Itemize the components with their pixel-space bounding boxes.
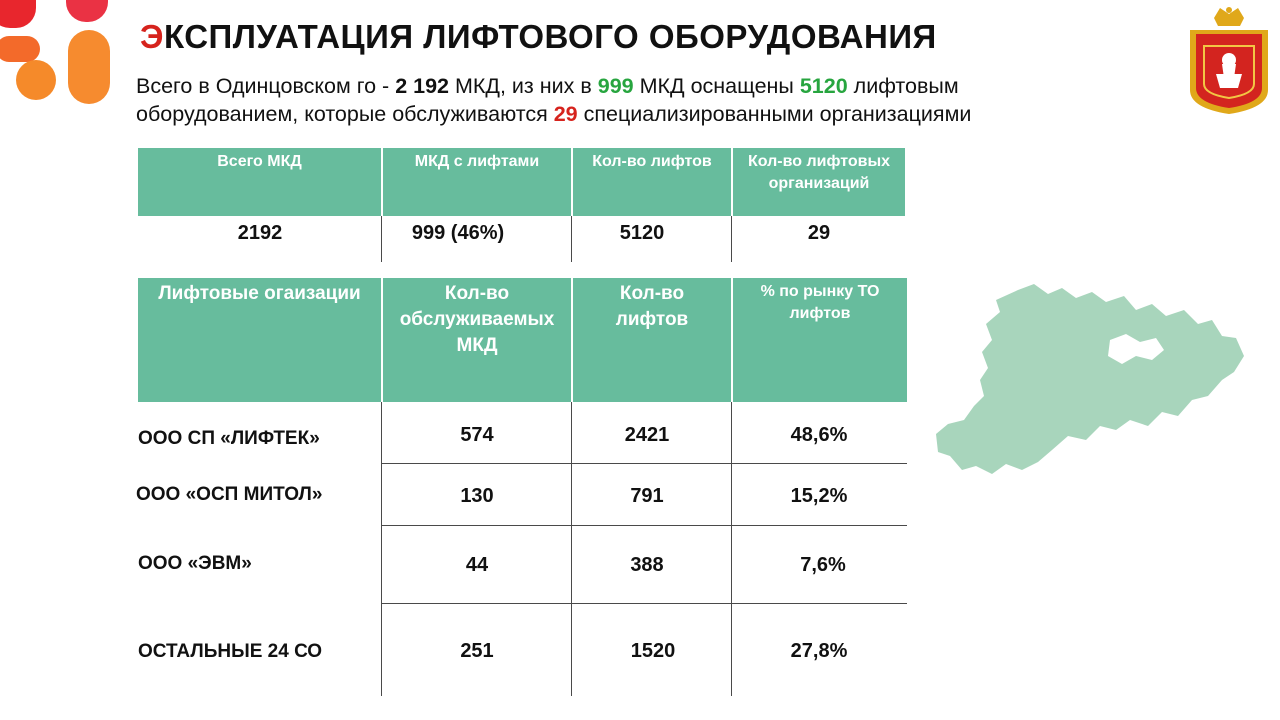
intro-part-2: МКД, из них в — [449, 74, 598, 98]
intro-part-3: МКД оснащены — [633, 74, 800, 98]
brand-logo-icon — [0, 0, 110, 104]
summary-value-with-lifts: 999 (46%) — [411, 222, 505, 244]
intro-part-4: лифтовым оборудованием, которые обслужив… — [136, 74, 959, 126]
table-row-divider — [381, 525, 907, 526]
row-org-name: ООО «ЭВМ» — [138, 553, 252, 574]
table-header-share-label: % по рынку ТО лифтов — [760, 283, 880, 322]
intro-text: Всего в Одинцовском го - 2 192 МКД, из н… — [136, 72, 1096, 128]
row-lifts: 1520 — [630, 640, 676, 662]
intro-mkd-with-lifts: 999 — [597, 74, 634, 98]
row-org-name: ООО «ОСП МИТОЛ» — [136, 484, 323, 505]
intro-lifts: 5120 — [799, 74, 848, 98]
row-share: 48,6% — [790, 424, 848, 446]
summary-value-lifts: 5120 — [619, 222, 665, 244]
row-mkd: 130 — [460, 485, 494, 507]
table-header-org: Лифтовые огаизации — [138, 278, 381, 402]
title-first-letter: Э — [140, 18, 164, 55]
summary-header-with-lifts: МКД с лифтами — [383, 148, 571, 216]
row-share: 15,2% — [790, 485, 848, 507]
intro-part-1: Всего в Одинцовском го - — [136, 74, 396, 98]
row-mkd: 574 — [460, 424, 494, 446]
summary-header-orgs: Кол-во лифтовых организаций — [733, 148, 905, 216]
table-row-divider — [381, 603, 907, 604]
summary-value-total: 2192 — [237, 222, 283, 244]
summary-divider — [571, 216, 572, 262]
summary-value-orgs: 29 — [807, 222, 831, 244]
table-row-divider — [381, 463, 907, 464]
row-mkd: 251 — [460, 640, 494, 662]
table-divider — [571, 402, 572, 696]
summary-header-lifts: Кол-во лифтов — [573, 148, 731, 216]
page-title: ЭКСПЛУАТАЦИЯ ЛИФТОВОГО ОБОРУДОВАНИЯ — [140, 18, 937, 56]
table-header-share: % по рынку ТО лифтов — [733, 278, 907, 402]
row-lifts: 388 — [630, 554, 664, 576]
row-lifts: 791 — [630, 485, 664, 507]
district-map-icon — [936, 284, 1244, 474]
row-lifts: 2421 — [624, 424, 670, 446]
table-header-lifts: Кол-во лифтов — [573, 278, 731, 402]
intro-total-mkd: 2 192 — [395, 74, 449, 98]
row-org-name: ОСТАЛЬНЫЕ 24 СО — [138, 641, 323, 662]
table-header-mkd: Кол-во обслуживаемых МКД — [383, 278, 571, 402]
summary-header-total: Всего МКД — [138, 148, 381, 216]
table-header-lifts-label: Кол-во лифтов — [615, 283, 689, 330]
row-share: 7,6% — [800, 554, 846, 576]
table-divider — [731, 402, 732, 696]
summary-divider — [381, 216, 382, 262]
summary-divider — [731, 216, 732, 262]
row-share: 27,8% — [790, 640, 848, 662]
coat-of-arms-icon — [1190, 7, 1268, 114]
title-rest: КСПЛУАТАЦИЯ ЛИФТОВОГО ОБОРУДОВАНИЯ — [163, 18, 937, 55]
row-org-name: ООО СП «ЛИФТЕК» — [138, 428, 320, 449]
row-mkd: 44 — [465, 554, 489, 576]
intro-orgs: 29 — [553, 102, 578, 126]
table-divider — [381, 402, 382, 696]
intro-part-5: специализированными организациями — [577, 102, 972, 126]
